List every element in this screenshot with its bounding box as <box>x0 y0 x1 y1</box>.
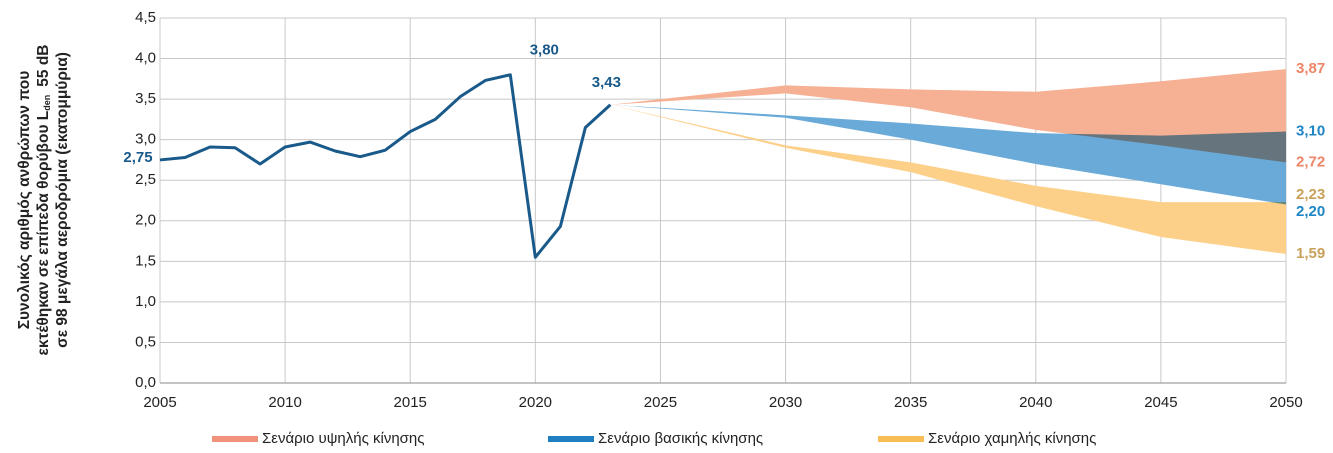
x-tick-label: 2025 <box>644 394 677 411</box>
y-label-line: σε 98 μεγάλα αεροδρόμια (εκατομμύρια) <box>54 52 71 348</box>
x-tick-label: 2035 <box>894 394 927 411</box>
bands <box>610 69 1286 255</box>
y-label-text: Συνολικός αριθμός ανθρώπων που <box>16 71 33 330</box>
y-axis-title: Συνολικός αριθμός ανθρώπων που εκτέθηκαν … <box>16 44 71 355</box>
x-tick-label: 2005 <box>143 394 176 411</box>
end-label: 1,59 <box>1296 245 1325 262</box>
y-tick-label: 0,5 <box>135 333 156 350</box>
y-tick-label: 3,0 <box>135 131 156 148</box>
y-label-text: εκτέθηκαν σε επίπεδα θορύβου L <box>35 111 52 356</box>
end-label: 2,23 <box>1296 186 1325 203</box>
y-label-sub: den <box>42 95 52 111</box>
x-tick-label: 2050 <box>1269 394 1302 411</box>
x-tick-label: 2015 <box>394 394 427 411</box>
x-tick-label: 2045 <box>1144 394 1177 411</box>
y-tick-label: 3,5 <box>135 90 156 107</box>
y-tick-label: 1,0 <box>135 293 156 310</box>
point-label: 2,75 <box>123 149 152 166</box>
legend-label: Σενάριο χαμηλής κίνησης <box>928 430 1096 447</box>
x-tick-label: 2010 <box>268 394 301 411</box>
x-tick-label: 2020 <box>519 394 552 411</box>
y-label-line: Συνολικός αριθμός ανθρώπων που <box>16 71 33 330</box>
end-label: 3,87 <box>1296 60 1325 77</box>
y-tick-label: 2,0 <box>135 212 156 229</box>
y-label-line: εκτέθηκαν σε επίπεδα θορύβου Lden 55 dB <box>35 44 52 355</box>
y-tick-label: 1,5 <box>135 252 156 269</box>
scenario-band <box>610 104 1286 255</box>
y-tick-label: 4,5 <box>135 9 156 26</box>
y-tick-label: 0,0 <box>135 374 156 391</box>
y-label-suffix: 55 dB <box>35 44 52 86</box>
point-label: 3,80 <box>530 42 559 59</box>
scenario-band <box>610 104 1286 205</box>
y-tick-label: 2,5 <box>135 171 156 188</box>
legend-label: Σενάριο βασικής κίνησης <box>598 430 763 447</box>
x-tick-label: 2040 <box>1019 394 1052 411</box>
end-label: 2,20 <box>1296 203 1325 220</box>
end-label: 3,10 <box>1296 123 1325 140</box>
history-line <box>159 73 612 259</box>
end-label: 2,72 <box>1296 153 1325 170</box>
point-label: 3,43 <box>592 74 621 91</box>
y-label-text: σε 98 μεγάλα αεροδρόμια (εκατομμύρια) <box>54 52 71 348</box>
legend-label: Σενάριο υψηλής κίνησης <box>262 430 425 447</box>
x-tick-label: 2030 <box>769 394 802 411</box>
y-tick-label: 4,0 <box>135 50 156 67</box>
